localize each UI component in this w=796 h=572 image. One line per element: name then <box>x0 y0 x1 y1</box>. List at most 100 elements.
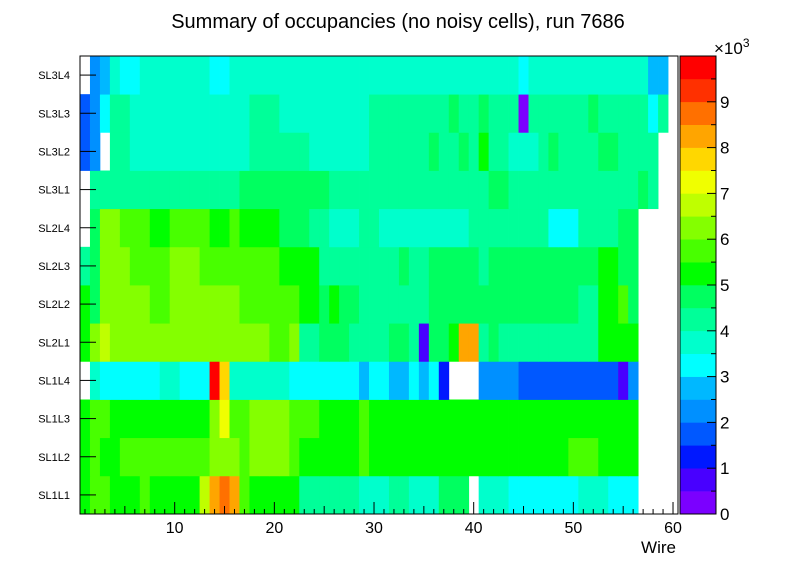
heatmap-cell <box>109 475 121 515</box>
heatmap-cell <box>139 285 151 324</box>
heatmap-cell <box>349 170 360 210</box>
heatmap-cell <box>359 361 370 400</box>
heatmap-cell <box>568 437 579 477</box>
heatmap-cell <box>239 94 250 133</box>
heatmap-cell <box>528 94 539 133</box>
heatmap-cell <box>139 246 151 286</box>
heatmap-cell <box>149 475 161 515</box>
heatmap-cell <box>558 208 569 248</box>
heatmap-cell <box>109 437 121 477</box>
heatmap-cell <box>379 170 390 210</box>
heatmap-cell <box>538 399 549 439</box>
heatmap-cell <box>568 208 579 248</box>
palette-tick-label: 8 <box>720 139 729 158</box>
heatmap-cell <box>448 399 460 439</box>
heatmap-cell <box>329 323 340 362</box>
heatmap-cell <box>369 246 380 286</box>
heatmap-cell <box>379 246 390 286</box>
heatmap-cell <box>179 246 191 286</box>
heatmap-cell <box>568 246 579 286</box>
heatmap-cell <box>289 246 300 286</box>
heatmap-cell <box>119 170 131 210</box>
heatmap-cell <box>129 437 141 477</box>
heatmap-cell <box>119 475 131 515</box>
heatmap-cell <box>418 208 430 248</box>
heatmap-cell <box>269 56 280 95</box>
heatmap-cell <box>369 208 380 248</box>
heatmap-cell <box>249 285 260 324</box>
heatmap-cell <box>239 285 250 324</box>
palette-swatch <box>680 124 716 148</box>
heatmap-cell <box>309 170 320 210</box>
heatmap-cell <box>349 94 360 133</box>
heatmap-cell <box>538 208 549 248</box>
heatmap-cell <box>498 94 509 133</box>
heatmap-cell <box>239 170 250 210</box>
heatmap-cell <box>518 323 529 362</box>
heatmap-cell <box>139 56 151 95</box>
heatmap-cell <box>299 323 310 362</box>
heatmap-cell <box>249 361 260 400</box>
heatmap-cell <box>189 132 200 171</box>
heatmap-cell <box>349 323 360 362</box>
heatmap-cell <box>239 399 250 439</box>
heatmap-cell <box>478 246 490 286</box>
palette-swatch <box>680 399 716 423</box>
heatmap-cell <box>179 437 191 477</box>
heatmap-cell <box>379 208 390 248</box>
heatmap-cell <box>658 94 669 133</box>
heatmap-cell <box>598 132 609 171</box>
heatmap-cell <box>588 94 599 133</box>
palette-swatch <box>680 239 716 263</box>
palette-swatch <box>680 491 716 515</box>
heatmap-cell <box>618 361 629 400</box>
heatmap-cell <box>189 56 200 95</box>
heatmap-cell <box>219 132 230 171</box>
x-axis: 10 20 30 40 50 60 <box>84 502 682 537</box>
y-tick-label: SL1L3 <box>38 414 70 426</box>
heatmap-cell <box>438 132 450 171</box>
palette-swatch <box>680 445 716 469</box>
heatmap-cell <box>179 94 191 133</box>
heatmap-cell <box>468 170 480 210</box>
heatmap-cell <box>119 323 131 362</box>
heatmap-cell <box>578 437 589 477</box>
y-tick-label: SL1L2 <box>38 452 70 464</box>
heatmap-cell <box>149 437 161 477</box>
heatmap-cell <box>598 399 609 439</box>
heatmap-cell <box>578 208 589 248</box>
heatmap-cell <box>568 361 579 400</box>
heatmap-cell <box>269 246 280 286</box>
palette-swatch <box>680 56 716 80</box>
heatmap-cell <box>398 399 410 439</box>
heatmap-cell <box>129 132 141 171</box>
heatmap-cell <box>438 437 450 477</box>
heatmap-cell <box>488 361 499 400</box>
heatmap-cell <box>558 132 569 171</box>
heatmap-cell <box>289 475 300 515</box>
heatmap-cell <box>279 437 290 477</box>
heatmap-cell <box>339 208 350 248</box>
heatmap-cell <box>628 437 639 477</box>
heatmap-cell <box>498 475 509 515</box>
heatmap-cell <box>279 361 290 400</box>
heatmap-cell <box>458 208 470 248</box>
heatmap-cell <box>109 399 121 439</box>
heatmap-cell <box>99 94 111 133</box>
heatmap-cell <box>498 208 509 248</box>
heatmap-cell <box>319 399 330 439</box>
x-tick-label: 10 <box>166 520 184 537</box>
heatmap-cell <box>478 285 490 324</box>
heatmap-cell <box>548 361 559 400</box>
heatmap-cell <box>518 399 529 439</box>
heatmap-cell <box>458 285 470 324</box>
heatmap-cell <box>518 475 529 515</box>
heatmap-cell <box>229 475 240 515</box>
heatmap-cell <box>279 56 290 95</box>
heatmap-cell <box>418 170 430 210</box>
heatmap-cell <box>508 208 519 248</box>
heatmap-cell <box>618 475 629 515</box>
heatmap-cell <box>229 208 240 248</box>
heatmap-cell <box>129 208 141 248</box>
